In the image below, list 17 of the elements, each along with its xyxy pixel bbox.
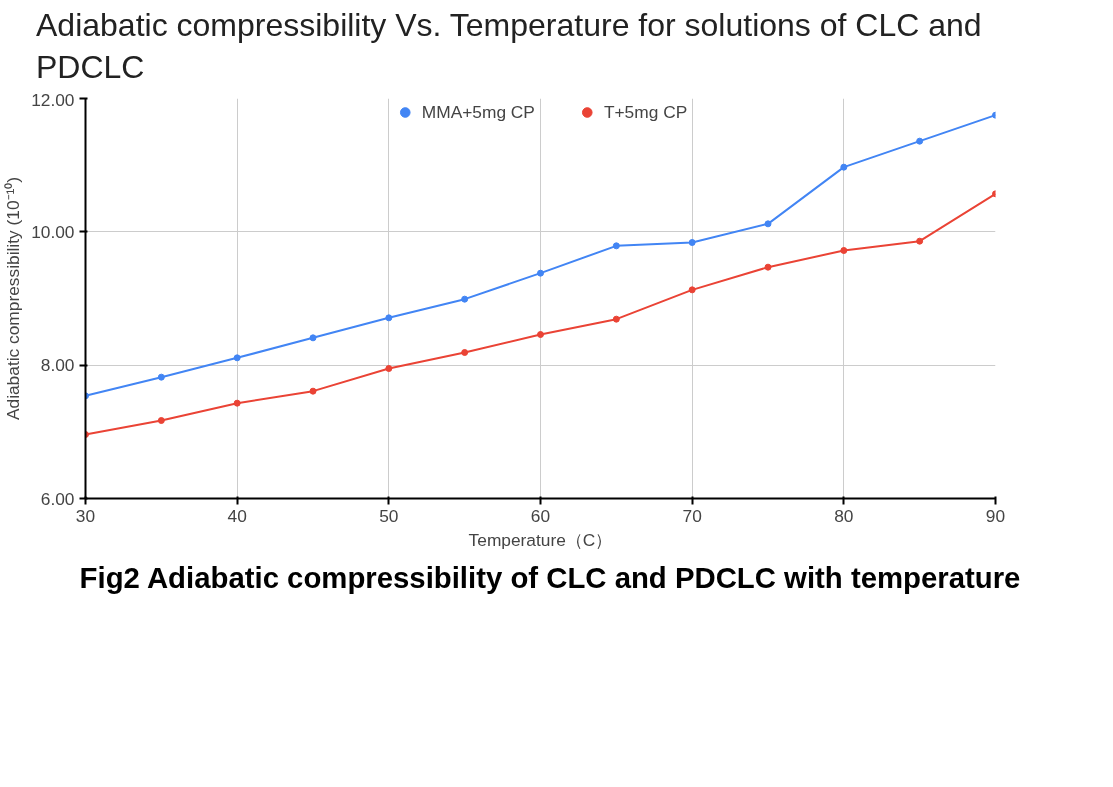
- x-tick-label: 50: [379, 505, 399, 526]
- legend-label: MMA+5mg CP: [421, 101, 535, 123]
- x-tick-label: 70: [682, 505, 702, 526]
- legend-label: T+5mg CP: [603, 101, 688, 123]
- x-tick-label: 40: [227, 505, 247, 526]
- y-tick-label: 10.00: [31, 222, 75, 243]
- y-tick-label: 6.00: [40, 488, 75, 509]
- chart-title: Adiabatic compressibility Vs. Temperature for solutions of CLC and PDCLC: [36, 6, 983, 87]
- x-tick-label: 60: [530, 505, 551, 526]
- x-tick-label: 80: [834, 505, 854, 526]
- caption: Fig2 Adiabatic compressibility of CLC and PDCLC with temperature: [79, 560, 1021, 597]
- y-axis-title: Adiabatic compressibility (10⁻¹⁰): [3, 177, 24, 421]
- x-tick-label: 90: [985, 505, 1006, 526]
- y-tick-label: 8.00: [40, 355, 75, 376]
- x-axis-title: Temperature（C）: [468, 529, 613, 550]
- y-tick-label: 12.00: [31, 89, 75, 110]
- x-tick-label: 30: [75, 505, 96, 526]
